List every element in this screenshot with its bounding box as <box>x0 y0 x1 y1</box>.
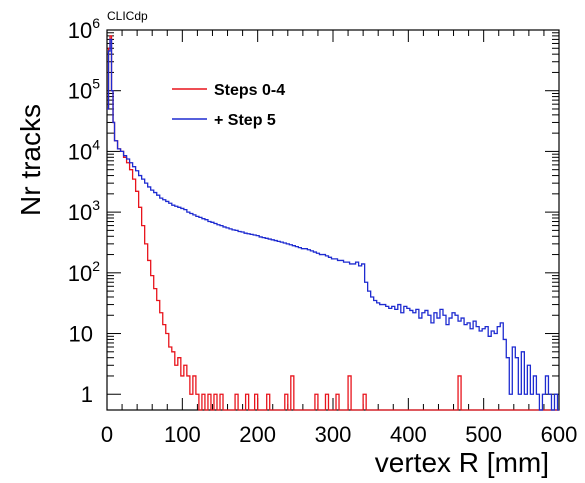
y-tick-exponent: 4 <box>92 136 100 152</box>
series-group <box>107 35 559 411</box>
x-axis-label: vertex R [mm] <box>375 447 549 478</box>
y-tick-base: 10 <box>68 200 92 225</box>
x-tick-label: 0 <box>101 422 113 447</box>
x-tick-label: 200 <box>239 422 276 447</box>
y-tick-label: 10 <box>69 322 93 347</box>
y-tick-exponent: 6 <box>92 15 100 31</box>
x-tick-label: 500 <box>465 422 502 447</box>
x-tick-labels: 0 100 200 300 400 500 600 <box>101 422 577 447</box>
y-axis-label: Nr tracks <box>15 104 46 216</box>
y-tick-base: 10 <box>68 18 92 43</box>
y-tick-base: 10 <box>68 79 92 104</box>
y-tick-label: 102 <box>68 258 100 286</box>
y-tick-label: 105 <box>68 76 100 104</box>
y-tick-label: 106 <box>68 15 100 43</box>
y-tick-base: 10 <box>68 139 92 164</box>
series-step-5-line <box>107 38 559 411</box>
legend-label-step-5: + Step 5 <box>214 112 276 129</box>
x-tick-label: 100 <box>164 422 201 447</box>
y-tick-base: 10 <box>69 322 93 347</box>
x-tick-label: 600 <box>541 422 578 447</box>
y-tick-base: 1 <box>81 382 93 407</box>
y-tick-label: 103 <box>68 197 100 225</box>
y-tick-label: 104 <box>68 136 100 164</box>
y-tick-exponent: 5 <box>92 76 100 92</box>
y-tick-base: 10 <box>68 261 92 286</box>
legend-label-steps-0-4: Steps 0-4 <box>214 82 285 99</box>
x-tick-label: 300 <box>315 422 352 447</box>
x-tick-label: 400 <box>390 422 427 447</box>
y-tick-exponent: 3 <box>92 197 100 213</box>
series-steps-0-4-line <box>107 35 559 411</box>
y-tick-label: 1 <box>81 382 93 407</box>
y-tick-exponent: 2 <box>92 258 100 274</box>
legend: Steps 0-4 + Step 5 <box>172 82 285 129</box>
watermark-label: CLICdp <box>107 9 148 23</box>
axis-ticks <box>106 29 560 410</box>
